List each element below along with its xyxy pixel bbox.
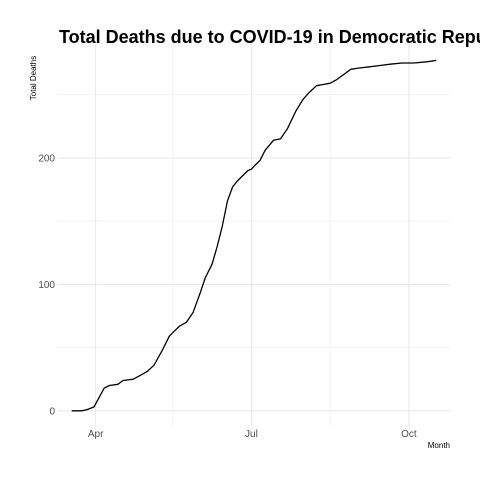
gridlines [58, 44, 450, 426]
deaths-series-line [71, 59, 437, 412]
chart-title: Total Deaths due to COVID-19 in Democrat… [59, 27, 480, 47]
plot-area [71, 59, 437, 412]
y-tick-label: 200 [38, 153, 55, 164]
y-axis-ticks: 0 100 200 [38, 153, 55, 417]
x-tick-label: Apr [88, 429, 104, 440]
x-tick-label: Oct [401, 429, 417, 440]
y-tick-label: 0 [49, 406, 55, 417]
x-axis-ticks: Apr Jul Oct [88, 429, 417, 440]
x-axis-title: Month [428, 441, 450, 450]
y-axis-title: Total Deaths [29, 56, 38, 100]
y-tick-label: 100 [38, 280, 55, 291]
x-tick-label: Jul [245, 429, 258, 440]
